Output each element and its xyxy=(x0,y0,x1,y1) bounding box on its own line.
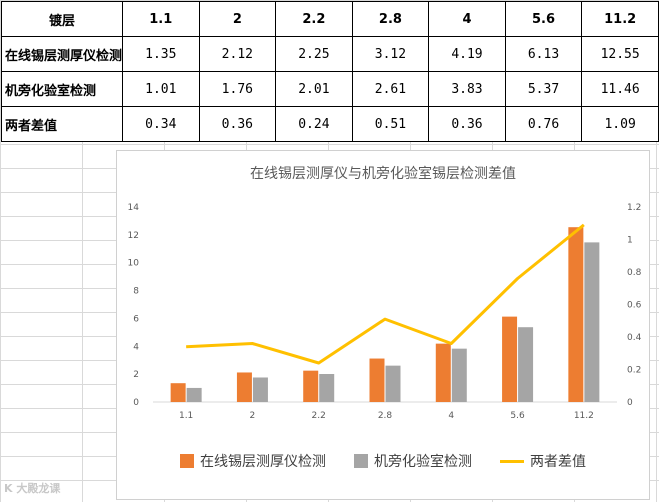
bar-lab xyxy=(385,365,401,402)
x-tick-label: 2 xyxy=(250,411,256,421)
data-table: 镀层 1.1 2 2.2 2.8 4 5.6 11.2 在线锡层测厚仪检测 1.… xyxy=(0,1,659,142)
table-cell[interactable]: 4.19 xyxy=(428,36,506,72)
table-header-cell[interactable]: 5.6 xyxy=(504,1,583,37)
y-left-tick-label: 4 xyxy=(133,342,139,352)
row-label[interactable]: 在线锡层测厚仪检测 xyxy=(0,36,124,72)
y-right-tick-label: 1 xyxy=(627,236,633,246)
bar-online xyxy=(236,372,252,402)
legend-label: 机旁化验室检测 xyxy=(374,454,472,470)
table-cell[interactable]: 1.01 xyxy=(122,71,200,107)
legend-label: 两者差值 xyxy=(530,454,586,470)
legend-item-diff: 两者差值 xyxy=(500,451,586,471)
table-cell[interactable]: 11.46 xyxy=(581,71,659,107)
table-cell[interactable]: 1.09 xyxy=(581,106,659,142)
table-cell[interactable]: 0.36 xyxy=(428,106,506,142)
x-tick-label: 1.1 xyxy=(179,411,193,421)
table-header-cell[interactable]: 1.1 xyxy=(122,1,200,37)
table-cell[interactable]: 3.83 xyxy=(428,71,506,107)
y-right-tick-label: 0.4 xyxy=(627,333,642,343)
legend-item-lab: 机旁化验室检测 xyxy=(354,451,472,471)
x-tick-label: 4 xyxy=(448,411,454,421)
chart-legend: 在线锡层测厚仪检测 机旁化验室检测 两者差值 xyxy=(117,451,649,471)
table-cell[interactable]: 0.76 xyxy=(504,106,583,142)
y-right-tick-label: 0.2 xyxy=(627,366,641,376)
bar-online xyxy=(303,370,319,402)
table-cell[interactable]: 6.13 xyxy=(504,36,583,72)
y-left-tick-label: 0 xyxy=(133,398,139,408)
bar-lab xyxy=(518,327,534,402)
table-header-cell[interactable]: 2.8 xyxy=(351,1,430,37)
row-label[interactable]: 机旁化验室检测 xyxy=(0,71,124,107)
bar-online xyxy=(568,227,584,402)
y-left-tick-label: 12 xyxy=(128,231,139,241)
table-cell[interactable]: 2.61 xyxy=(351,71,430,107)
table-cell[interactable]: 12.55 xyxy=(581,36,659,72)
bar-lab xyxy=(319,374,335,402)
table-row: 在线锡层测厚仪检测 1.35 2.12 2.25 3.12 4.19 6.13 … xyxy=(0,36,659,72)
y-right-tick-label: 0.6 xyxy=(627,301,642,311)
y-left-tick-label: 10 xyxy=(128,259,140,269)
y-left-tick-label: 14 xyxy=(128,203,140,213)
bar-lab xyxy=(584,242,600,402)
y-left-tick-label: 8 xyxy=(133,287,139,297)
chart-title: 在线锡层测厚仪与机旁化验室锡层检测差值 xyxy=(250,166,516,182)
bar-online xyxy=(369,358,385,402)
table-cell[interactable]: 0.51 xyxy=(351,106,430,142)
legend-label: 在线锡层测厚仪检测 xyxy=(200,454,326,470)
table-row: 两者差值 0.34 0.36 0.24 0.51 0.36 0.76 1.09 xyxy=(0,106,659,142)
bar-lab xyxy=(451,348,467,402)
x-tick-label: 5.6 xyxy=(510,411,525,421)
legend-item-online: 在线锡层测厚仪检测 xyxy=(180,451,326,471)
row-label[interactable]: 两者差值 xyxy=(0,106,124,142)
bar-online xyxy=(170,383,186,402)
y-right-tick-label: 1.2 xyxy=(627,203,641,213)
legend-swatch-orange xyxy=(180,454,194,468)
bar-online xyxy=(435,343,451,402)
table-cell[interactable]: 3.12 xyxy=(351,36,430,72)
table-row: 机旁化验室检测 1.01 1.76 2.01 2.61 3.83 5.37 11… xyxy=(0,71,659,107)
watermark-logo: K 大殿龙课 xyxy=(4,482,61,495)
x-tick-label: 2.8 xyxy=(378,411,393,421)
bar-lab xyxy=(186,387,202,402)
table-cell[interactable]: 2.12 xyxy=(198,36,277,72)
table-cell[interactable]: 1.76 xyxy=(198,71,277,107)
legend-swatch-line xyxy=(500,459,524,463)
y-right-tick-label: 0 xyxy=(627,398,633,408)
y-left-tick-label: 2 xyxy=(133,370,139,380)
table-cell[interactable]: 2.01 xyxy=(275,71,353,107)
table-cell[interactable]: 5.37 xyxy=(504,71,583,107)
table-cell[interactable]: 2.25 xyxy=(275,36,353,72)
x-tick-label: 2.2 xyxy=(312,411,326,421)
table-header-row: 镀层 1.1 2 2.2 2.8 4 5.6 11.2 xyxy=(0,1,659,37)
table-cell[interactable]: 0.34 xyxy=(122,106,200,142)
table-header-cell[interactable]: 11.2 xyxy=(581,1,659,37)
table-header-label[interactable]: 镀层 xyxy=(0,1,124,37)
chart-container[interactable]: 在线锡层测厚仪与机旁化验室锡层检测差值 0 2 4 6 8 10 12 14 0 0.2 0.4 0.… xyxy=(116,150,650,500)
table-cell[interactable]: 0.24 xyxy=(275,106,353,142)
x-tick-label: 11.2 xyxy=(574,411,594,421)
bar-online xyxy=(502,316,518,402)
table-header-cell[interactable]: 2 xyxy=(198,1,277,37)
legend-swatch-gray xyxy=(354,454,368,468)
diff-line xyxy=(186,223,585,365)
table-cell[interactable]: 1.35 xyxy=(122,36,200,72)
table-header-cell[interactable]: 2.2 xyxy=(275,1,353,37)
table-cell[interactable]: 0.36 xyxy=(198,106,277,142)
y-left-tick-label: 6 xyxy=(133,314,139,324)
bar-lab xyxy=(252,377,268,402)
table-header-cell[interactable]: 4 xyxy=(428,1,506,37)
y-right-tick-label: 0.8 xyxy=(627,268,642,278)
